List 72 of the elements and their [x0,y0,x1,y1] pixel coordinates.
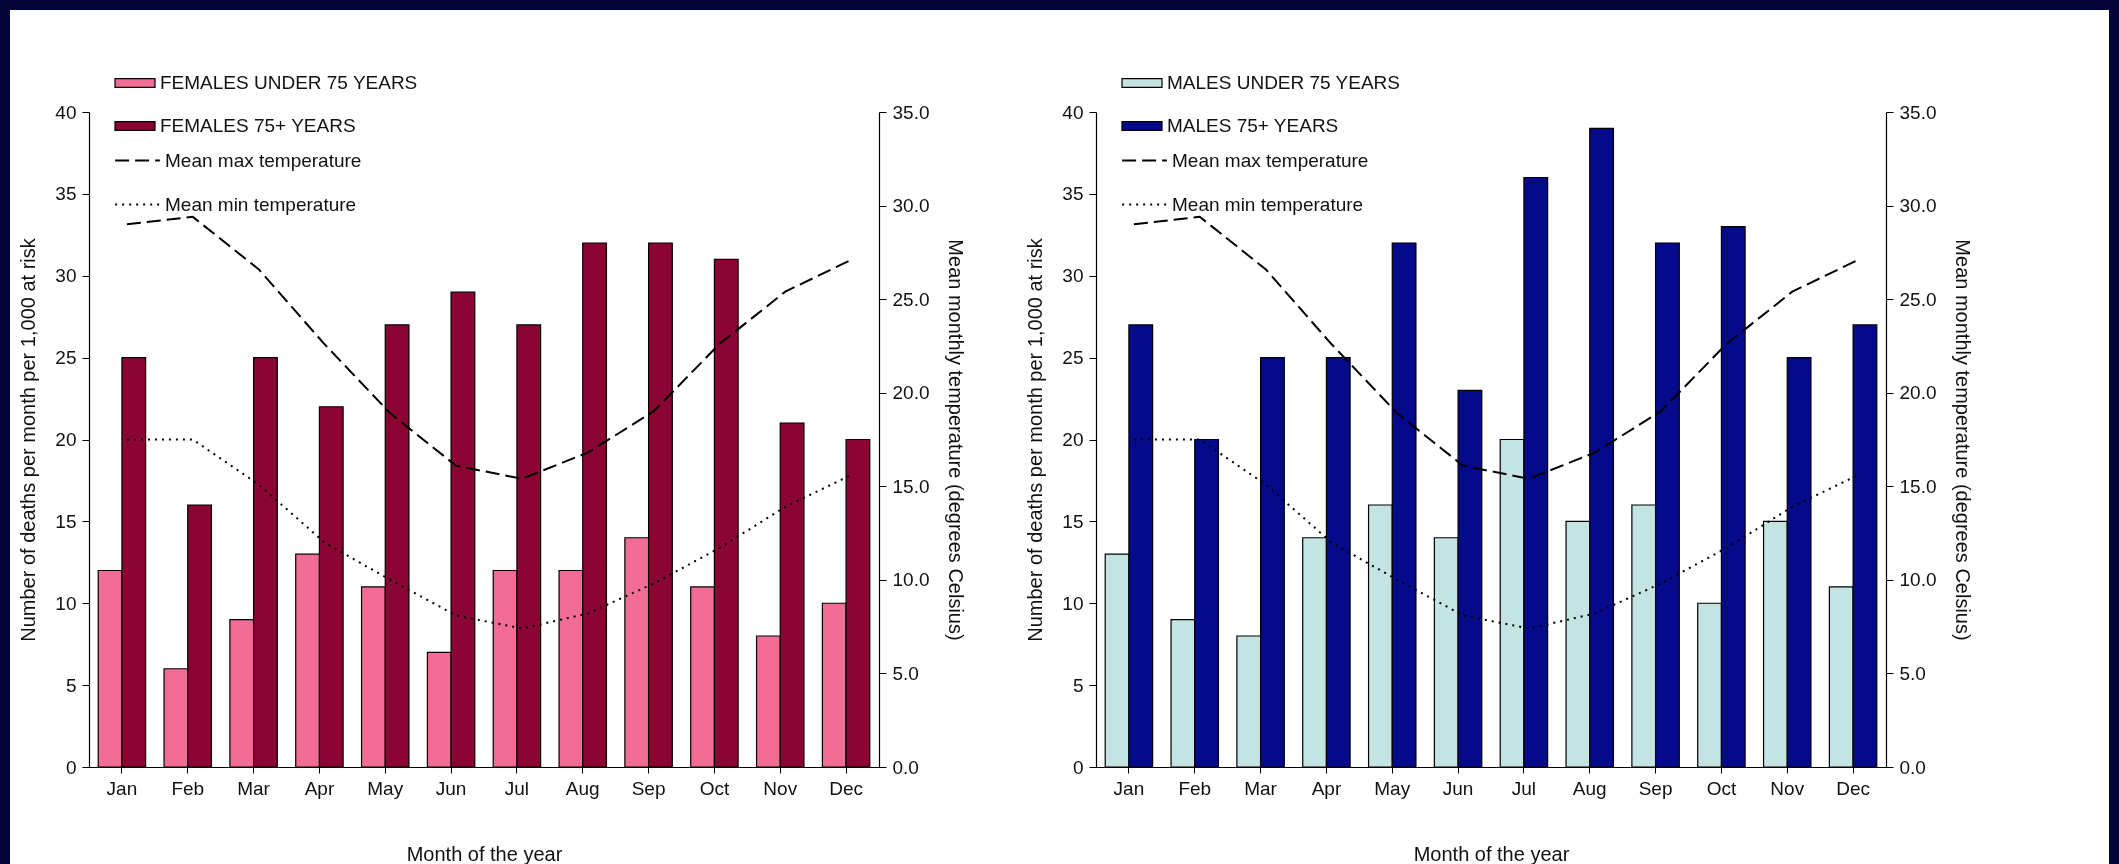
y-tick-label: 20 [1062,429,1084,450]
y-tick-label: 5 [1072,674,1084,696]
y-tick-label: 30 [55,265,77,287]
x-tick-label: Oct [699,777,730,799]
legend-label: Mean min temperature [165,193,357,215]
legend-label: Mean max temperature [1172,149,1369,171]
y2-tick-label: 25.0 [1899,288,1937,310]
y-tick-label: 25 [1062,347,1084,369]
y2-tick-label: 25.0 [892,288,930,310]
x-tick-label: Jun [435,777,467,799]
legend-label: FEMALES UNDER 75 YEARS [160,72,418,93]
x-tick-label: Dec [1836,777,1870,799]
y2-tick-label: 15.0 [1899,475,1937,497]
y2-tick-label: 30.0 [892,195,930,217]
legend-label: FEMALES 75+ YEARS [160,115,356,136]
x-tick-label: Feb [171,777,205,799]
y2-tick-label: 15.0 [892,475,930,497]
y-tick-label: 25 [55,347,77,369]
x-tick-label: May [367,777,404,799]
y-tick-label: 30 [1062,265,1084,287]
x-tick-label: Jul [504,777,530,799]
x-tick-label: Jul [1511,777,1537,799]
y-tick-label: 10 [55,592,77,614]
y-tick-label: 40 [55,101,77,123]
x-tick-label: Feb [1178,777,1212,799]
legend-label: MALES 75+ YEARS [1167,115,1339,136]
x-axis-title: Month of the year [406,842,563,864]
y-tick-label: 15 [1062,510,1084,532]
y2-tick-label: 30.0 [1899,195,1937,217]
y2-axis-title: Mean monthly temperature (degrees Celsius) [945,239,968,641]
y-tick-label: 35 [55,183,77,205]
y-tick-label: 35 [1062,183,1084,205]
legend-label: Mean max temperature [165,149,362,171]
x-tick-label: Oct [1706,777,1737,799]
y-axis-title: Number of deaths per month per 1,000 at risk [17,237,40,642]
y2-tick-label: 10.0 [892,569,930,591]
y-tick-label: 5 [65,674,77,696]
legend-label: MALES UNDER 75 YEARS [1167,72,1401,93]
y2-tick-label: 5.0 [892,662,919,684]
y-tick-label: 15 [55,510,77,532]
x-tick-label: Jun [1442,777,1474,799]
y-tick-label: 10 [1062,592,1084,614]
y2-tick-label: 20.0 [1899,382,1937,404]
x-tick-label: Apr [1311,777,1342,799]
x-tick-label: May [1374,777,1411,799]
y2-tick-label: 35.0 [1899,101,1937,123]
y2-tick-label: 35.0 [892,101,930,123]
x-tick-label: Dec [829,777,863,799]
y-tick-label: 0 [1072,756,1084,778]
x-tick-label: Apr [304,777,335,799]
x-tick-label: Nov [763,777,798,799]
x-tick-label: Aug [1572,777,1607,799]
x-tick-label: Nov [1770,777,1805,799]
legend-label: Mean min temperature [1172,193,1364,215]
x-tick-label: Sep [1638,777,1673,799]
x-tick-label: Mar [1244,777,1278,799]
y2-tick-label: 20.0 [892,382,930,404]
y2-tick-label: 10.0 [1899,569,1937,591]
y2-tick-label: 0.0 [892,756,919,778]
x-tick-label: Jan [106,777,138,799]
y-axis-title: Number of deaths per month per 1,000 at risk [1024,237,1047,642]
x-tick-label: Sep [631,777,666,799]
x-axis-title: Month of the year [1413,842,1570,864]
x-tick-label: Jan [1113,777,1145,799]
x-tick-label: Mar [237,777,271,799]
y-tick-label: 0 [65,756,77,778]
x-tick-label: Aug [565,777,600,799]
y2-axis-title: Mean monthly temperature (degrees Celsius) [1952,239,1975,641]
y-tick-label: 40 [1062,101,1084,123]
y2-tick-label: 0.0 [1899,756,1926,778]
y-tick-label: 20 [55,429,77,450]
y2-tick-label: 5.0 [1899,662,1926,684]
